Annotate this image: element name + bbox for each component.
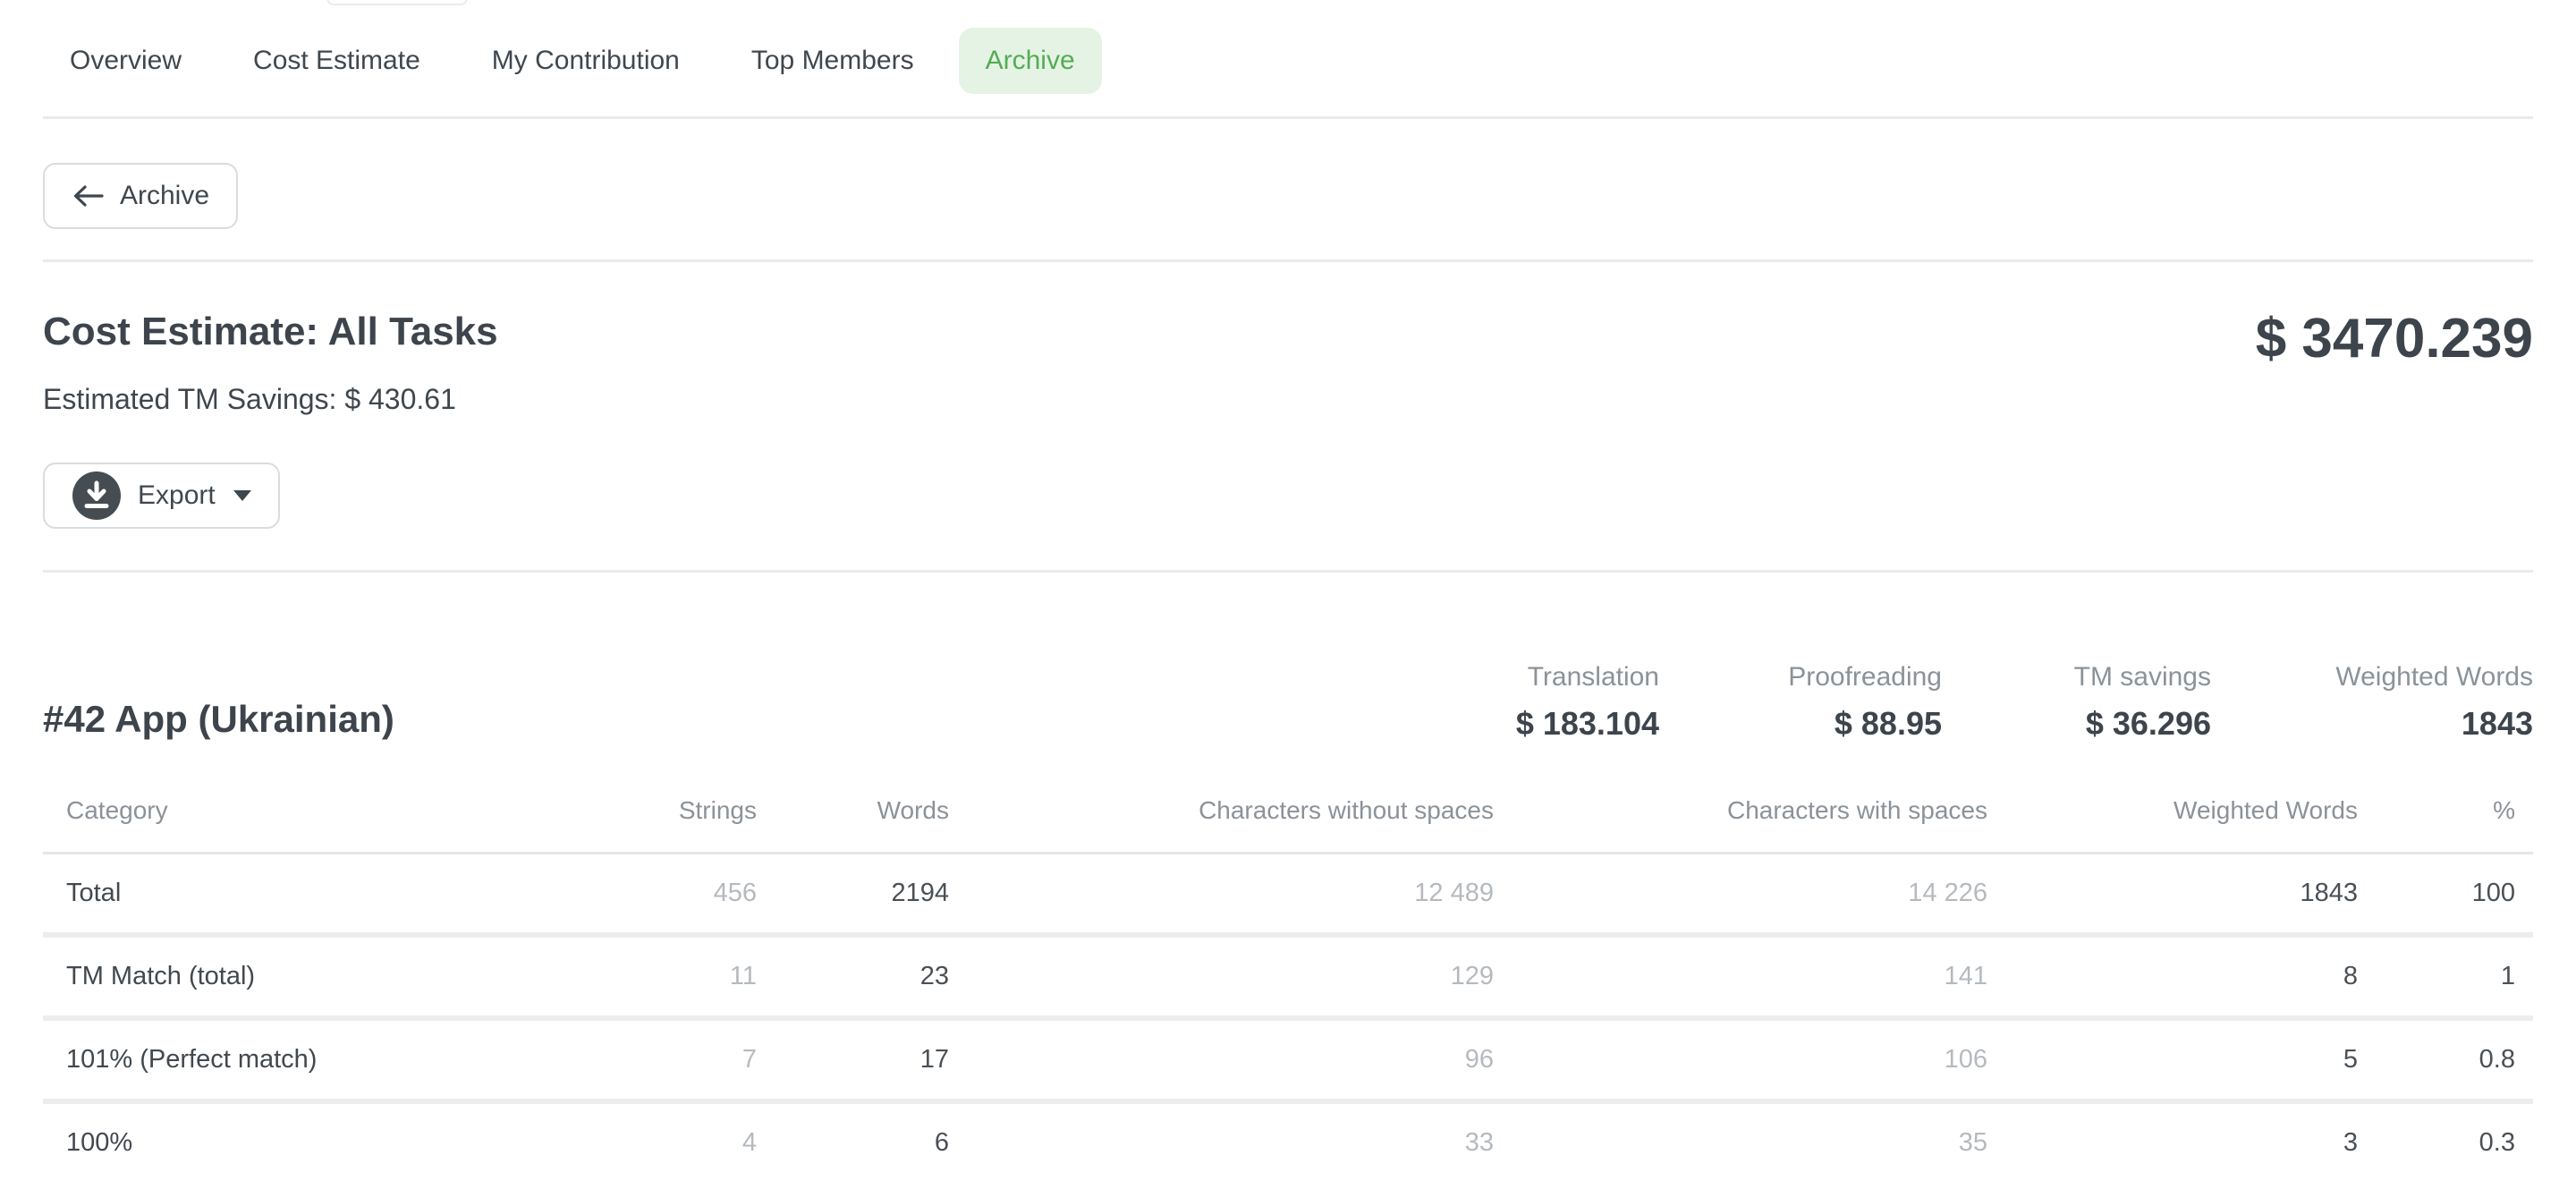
stat-label: Translation [1527,661,1659,692]
cell-weighted-words: 5 [1987,1015,2358,1101]
cell-percent: 0.8 [2358,1015,2533,1101]
stat-value: 1843 [2461,704,2533,742]
cutoff-element-top [326,0,468,5]
divider [43,116,2533,119]
cell-percent: 100 [2471,878,2515,907]
cell-chars-with-spaces: 106 [1494,1015,1987,1101]
archive-back-button[interactable]: Archive [43,163,239,229]
stat-translation: Translation $ 183.104 [1516,662,1659,743]
cell-category: 101% (Perfect match) [43,1015,490,1101]
stat-label: TM savings [2073,661,2211,692]
cell-words: 6 [757,1098,949,1181]
divider [43,259,2533,262]
cell-chars-without-spaces: 12 489 [1414,878,1494,907]
tab-top-members[interactable]: Top Members [750,46,914,75]
cell-chars-without-spaces: 96 [949,1015,1494,1101]
cell-chars-without-spaces: 33 [949,1098,1494,1181]
cell-words: 23 [757,931,949,1018]
table-row-tm-match: TM Match (total) 11 23 129 141 8 1 [43,931,2533,1018]
download-icon [72,471,122,521]
tab-cost-estimate[interactable]: Cost Estimate [253,46,420,75]
cell-words: 2194 [891,878,949,907]
tab-bar: Overview Cost Estimate My Contribution T… [43,28,2576,94]
cost-estimate-table: Category Strings Words Characters withou… [43,795,2533,1181]
export-row: Export [0,416,2576,529]
column-chars-without-spaces: Characters without spaces [949,795,1494,854]
chevron-down-icon [233,489,251,501]
column-chars-with-spaces: Characters with spaces [1494,795,1987,854]
divider [43,569,2533,573]
arrow-left-icon [72,183,106,208]
stat-value: $ 36.296 [2085,704,2211,742]
task-stats: Translation $ 183.104 Proofreading $ 88.… [1516,662,2533,743]
task-header: #42 App (Ukrainian) Translation $ 183.10… [0,573,2576,743]
cell-category: Total [66,878,122,907]
cell-weighted-words: 8 [1987,931,2358,1018]
tab-archive[interactable]: Archive [958,28,1102,94]
cell-words: 17 [757,1015,949,1101]
column-words: Words [757,795,949,854]
task-section: #42 App (Ukrainian) Translation $ 183.10… [0,573,2576,1181]
cell-weighted-words: 1843 [2300,878,2358,907]
task-title: #42 App (Ukrainian) [43,697,394,740]
column-weighted-words: Weighted Words [1987,795,2358,854]
tab-overview[interactable]: Overview [70,46,182,75]
cell-strings: 456 [713,878,757,907]
cell-percent: 1 [2358,931,2533,1018]
cell-chars-with-spaces: 14 226 [1908,878,1987,907]
stat-label: Proofreading [1788,661,1942,692]
tm-savings-text: Estimated TM Savings: $ 430.61 [43,382,456,415]
column-category: Category [43,795,490,854]
stat-value: $ 88.95 [1834,704,1942,742]
stat-value: $ 183.104 [1515,704,1659,742]
cell-chars-with-spaces: 35 [1494,1098,1987,1181]
cell-percent: 0.3 [2358,1098,2533,1181]
cell-strings: 4 [490,1098,757,1181]
stat-label: Weighted Words [2335,661,2533,692]
stat-tm-savings: TM savings $ 36.296 [1942,662,2211,743]
cell-chars-with-spaces: 141 [1494,931,1987,1018]
cell-strings: 11 [490,931,757,1018]
cell-strings: 7 [490,1015,757,1101]
tab-my-contribution[interactable]: My Contribution [491,46,680,75]
stat-weighted-words: Weighted Words 1843 [2211,662,2533,743]
table-row-101-perfect-match: 101% (Perfect match) 7 17 96 106 5 0.8 [43,1015,2533,1101]
export-label: Export [138,480,216,510]
table-row-100: 100% 4 6 33 35 3 0.3 [43,1098,2533,1181]
summary-left: Cost Estimate: All Tasks Estimated TM Sa… [43,309,498,416]
grand-total-value: $ 3470.239 [2255,308,2533,370]
archive-back-label: Archive [120,181,210,210]
cell-weighted-words: 3 [1987,1098,2358,1181]
column-strings: Strings [490,795,757,854]
cell-chars-without-spaces: 129 [949,931,1494,1018]
page-title: Cost Estimate: All Tasks [43,310,498,353]
back-row: Archive [0,119,2576,229]
cell-category: 100% [43,1098,490,1181]
export-button[interactable]: Export [43,462,280,529]
column-percent: % [2358,795,2533,854]
stat-proofreading: Proofreading $ 88.95 [1659,662,1942,743]
table-row-total: Total 456 2194 12 489 14 226 1843 100 [43,853,2533,935]
table-header-row: Category Strings Words Characters withou… [43,795,2533,854]
cost-estimate-summary: Cost Estimate: All Tasks Estimated TM Sa… [0,262,2576,416]
cell-category: TM Match (total) [43,931,490,1018]
